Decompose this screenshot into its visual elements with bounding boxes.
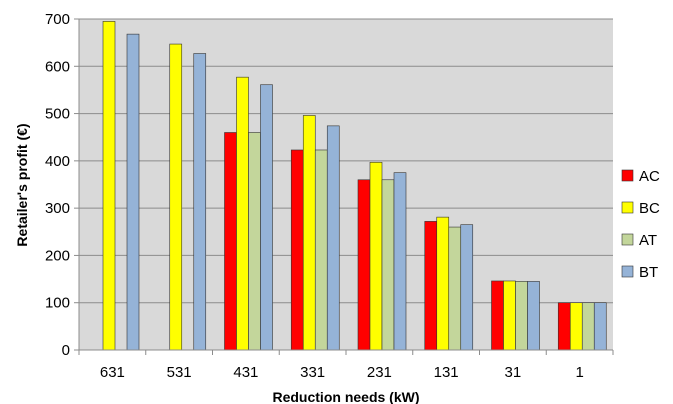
legend-label-bt: BT bbox=[639, 264, 658, 281]
x-tick-label: 331 bbox=[300, 364, 325, 381]
x-tick-label: 1 bbox=[575, 364, 583, 381]
y-tick-label: 600 bbox=[45, 58, 70, 75]
y-tick-label: 500 bbox=[45, 106, 70, 123]
legend: AC BC AT BT bbox=[621, 168, 660, 281]
bar-ac-1 bbox=[557, 302, 571, 351]
bar-at-1 bbox=[581, 302, 595, 351]
bar-at-31 bbox=[515, 281, 528, 351]
legend-label-bc: BC bbox=[639, 200, 660, 217]
gridlines bbox=[79, 18, 613, 304]
y-tick-label: 400 bbox=[45, 153, 70, 170]
legend-swatch-bc bbox=[621, 201, 634, 214]
y-tick-label: 700 bbox=[45, 11, 70, 28]
legend-label-at: AT bbox=[639, 232, 657, 249]
y-tick-label: 0 bbox=[62, 342, 70, 359]
bar-bt-331 bbox=[326, 125, 340, 351]
bar-ac-31 bbox=[491, 280, 504, 351]
bar-bc-631 bbox=[102, 21, 116, 351]
x-axis-title: Reduction needs (kW) bbox=[272, 389, 419, 404]
bar-bc-531 bbox=[169, 43, 183, 351]
bar-ac-131 bbox=[424, 221, 438, 351]
y-tick-label: 100 bbox=[45, 295, 70, 312]
bar-at-131 bbox=[448, 226, 462, 351]
bar-bt-231 bbox=[393, 172, 407, 351]
x-tick-label: 631 bbox=[100, 364, 125, 381]
bar-bc-31 bbox=[503, 280, 516, 351]
x-tick-label: 131 bbox=[434, 364, 459, 381]
legend-label-ac: AC bbox=[639, 168, 660, 185]
x-tick-labels: 631 531 431 331 231 131 31 1 bbox=[100, 364, 584, 381]
x-tick-label: 231 bbox=[367, 364, 392, 381]
bar-at-331 bbox=[314, 149, 328, 351]
y-tick-label: 300 bbox=[45, 200, 70, 217]
legend-swatch-ac bbox=[621, 169, 634, 182]
bar-bc-231 bbox=[369, 161, 383, 351]
bar-ac-431 bbox=[224, 132, 237, 351]
y-axis-title: Retailer's profit (€) bbox=[14, 123, 30, 246]
bar-bt-131 bbox=[460, 224, 474, 351]
legend-swatch-bt bbox=[621, 265, 634, 278]
bar-ac-331 bbox=[290, 149, 304, 351]
bar-at-231 bbox=[381, 179, 395, 351]
bar-ac-231 bbox=[357, 179, 371, 351]
bar-bt-631 bbox=[126, 33, 140, 351]
bar-bt-531 bbox=[193, 53, 207, 351]
x-tick-label: 31 bbox=[505, 364, 522, 381]
bars bbox=[102, 21, 607, 351]
x-tick-label: 531 bbox=[167, 364, 192, 381]
bar-bc-131 bbox=[436, 216, 450, 351]
x-tick-label: 431 bbox=[233, 364, 258, 381]
bar-bt-431 bbox=[260, 84, 273, 351]
bar-bt-1 bbox=[593, 302, 607, 351]
bar-bt-31 bbox=[527, 281, 540, 351]
bar-at-431 bbox=[248, 132, 261, 351]
legend-swatch-at bbox=[621, 233, 634, 246]
bar-bc-1 bbox=[569, 302, 583, 351]
axes bbox=[74, 18, 614, 355]
y-tick-labels: 0 100 200 300 400 500 600 700 bbox=[45, 11, 70, 359]
bar-bc-331 bbox=[302, 115, 316, 351]
y-tick-label: 200 bbox=[45, 247, 70, 264]
bar-bc-431 bbox=[236, 76, 249, 351]
